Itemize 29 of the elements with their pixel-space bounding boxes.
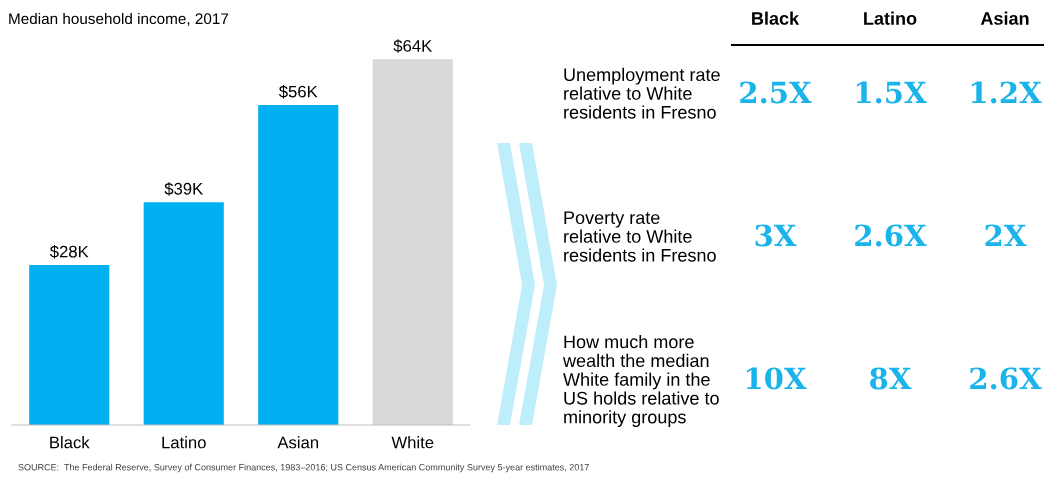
category-label: Black (752, 11, 800, 25)
text: 8X (870, 367, 912, 390)
text: 2.6X (855, 224, 927, 247)
text: 3X (755, 224, 797, 247)
x-tick-label: White (391, 436, 434, 449)
text: 1.2X (971, 81, 1042, 104)
data-label: $64K (393, 39, 433, 53)
text: 1.5X (856, 81, 927, 104)
data-label: $56K (278, 85, 318, 99)
text: 2.5X (740, 81, 812, 104)
category-label: Latino (864, 11, 917, 25)
source-note: SOURCE: The Federal Reserve, Survey of Consumer Finances, 1983–2016; US Census American Community Survey 5-year estimates, 2017 (18, 463, 589, 473)
data-label: $39K (164, 182, 204, 196)
text: 2X (985, 224, 1027, 247)
bar (372, 59, 453, 425)
category-label: How much more wealth the median White family in the US holds relative to minority groups (562, 335, 719, 427)
text: 10X (746, 367, 807, 390)
category-label: Unemployment rate relative to White residents in Fresno (564, 67, 720, 119)
x-tick-label: Latino (162, 436, 206, 449)
data-label: $28K (49, 245, 89, 259)
category-label: Asian (980, 11, 1029, 25)
chart-title: Median household income, 2017 (9, 12, 229, 26)
text: 2.6X (970, 367, 1042, 390)
x-tick-label: Asian (277, 436, 319, 449)
x-tick-label: Black (50, 436, 90, 449)
bar (143, 202, 224, 425)
category-label: Poverty rate relative to White residents in Fresno (564, 211, 716, 262)
bar (258, 104, 339, 425)
bar (29, 264, 110, 425)
